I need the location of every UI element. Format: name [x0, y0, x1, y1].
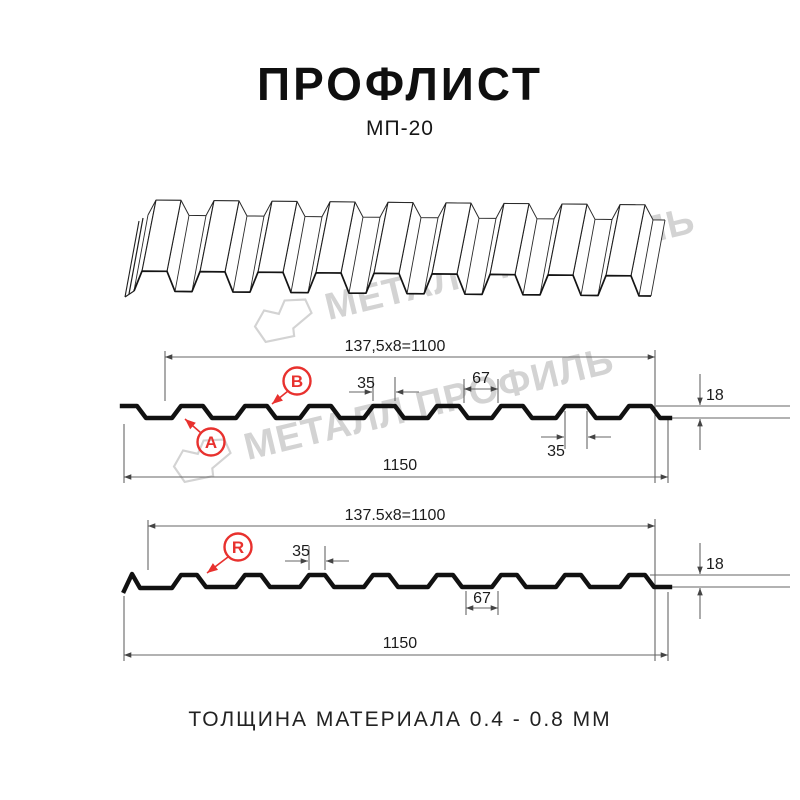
- sheet-depth-line: [365, 217, 381, 294]
- sheet-depth-line: [348, 216, 364, 294]
- profile-outline: [121, 571, 673, 594]
- rib-top-face: [200, 200, 239, 272]
- dim-crest-width: 35: [357, 375, 375, 392]
- profile-3d-drawing: [124, 199, 666, 298]
- rib-edge: [605, 204, 621, 276]
- sheet-cut-edge: [128, 217, 144, 295]
- sheet-depth-line: [539, 218, 555, 296]
- sheet-depth-line: [650, 219, 666, 297]
- dim-bottom-width: 35: [547, 443, 565, 460]
- rib-edge: [340, 201, 356, 274]
- rib-edge: [199, 200, 215, 272]
- rib-edge: [141, 199, 157, 272]
- label-b-circle: [282, 366, 312, 396]
- sheet-depth-line: [638, 219, 654, 296]
- rib-top-face: [142, 200, 181, 272]
- sheet-depth-line: [464, 218, 480, 295]
- dim-gap-width: 67: [472, 370, 490, 387]
- dim-height: 18: [706, 387, 724, 404]
- label-r-leader: [206, 556, 229, 574]
- sheet-depth-line: [522, 218, 538, 295]
- sheet-depth-line: [481, 218, 497, 295]
- sheet-depth-line: [307, 216, 323, 293]
- rib-edge: [489, 203, 505, 275]
- dim-overall-top: 137,5x8=1100: [345, 338, 446, 355]
- sheet-depth-line: [423, 217, 439, 294]
- rib-edge: [572, 204, 588, 276]
- sheet-depth-line: [406, 217, 422, 294]
- rib-top-face: [432, 202, 471, 275]
- watermark-logo-icon: [253, 297, 313, 343]
- rib-edge: [431, 202, 447, 274]
- rib-top-face: [606, 204, 645, 276]
- dim-crest-width: 35: [292, 543, 310, 560]
- sheet-depth-line: [133, 214, 149, 292]
- rib-edge: [315, 201, 331, 273]
- section-diagram-1: 137,5x8=1100 35 67 35 18 1150: [119, 338, 790, 483]
- rib-edge: [547, 203, 563, 276]
- dim-overall-width: 1150: [383, 635, 418, 652]
- footer-text: ТОЛЩИНА МАТЕРИАЛА 0.4 - 0.8 ММ: [188, 708, 612, 731]
- rib-edge: [166, 200, 182, 272]
- label-b-leader: [271, 390, 289, 405]
- dim-overall-width: 1150: [383, 457, 418, 474]
- label-a-leader: [184, 418, 202, 434]
- watermark: МЕТАЛЛ ПРОФИЛЬ: [248, 200, 700, 348]
- label-r: R: [232, 538, 244, 557]
- dim-height: 18: [706, 556, 724, 573]
- rib-edge: [456, 203, 472, 275]
- dim-overall-top: 137.5x8=1100: [345, 507, 446, 524]
- page-subtitle: МП-20: [366, 117, 434, 141]
- label-a: A: [205, 433, 217, 452]
- sheet-cut-edge: [124, 220, 140, 298]
- sheet-depth-line: [597, 219, 613, 296]
- section-diagram-2: 137.5x8=1100 35 67 18 1150 R: [121, 507, 790, 661]
- sheet-cut-edge: [124, 290, 135, 298]
- rib-top-face: [490, 203, 529, 275]
- page-title: ПРОФЛИСТ: [257, 58, 543, 110]
- rib-top-face: [374, 202, 413, 274]
- rib-edge: [373, 202, 389, 274]
- rib-top-face: [548, 204, 587, 276]
- rib-top-face: [258, 201, 297, 273]
- sheet-depth-line: [249, 216, 265, 293]
- sheet-front-edge: [133, 270, 652, 297]
- sheet-depth-line: [174, 215, 190, 292]
- sheet-depth-line: [290, 216, 306, 293]
- rib-edge: [282, 201, 298, 273]
- rib-edge: [398, 202, 414, 274]
- rib-edge: [514, 203, 530, 275]
- label-a-circle: [196, 427, 226, 457]
- sheet-depth-line: [191, 215, 207, 292]
- rib-edge: [257, 201, 273, 273]
- label-b: B: [291, 372, 303, 391]
- sheet-depth-line: [580, 219, 596, 296]
- dim-gap-width: 67: [473, 590, 491, 607]
- rib-edge: [630, 204, 646, 276]
- sheet-depth-line: [232, 215, 248, 293]
- label-r-circle: [223, 532, 253, 562]
- profile-outline: [119, 403, 673, 421]
- header: ПРОФЛИСТ МП-20: [0, 60, 800, 141]
- rib-edge: [224, 200, 240, 272]
- rib-top-face: [316, 201, 355, 273]
